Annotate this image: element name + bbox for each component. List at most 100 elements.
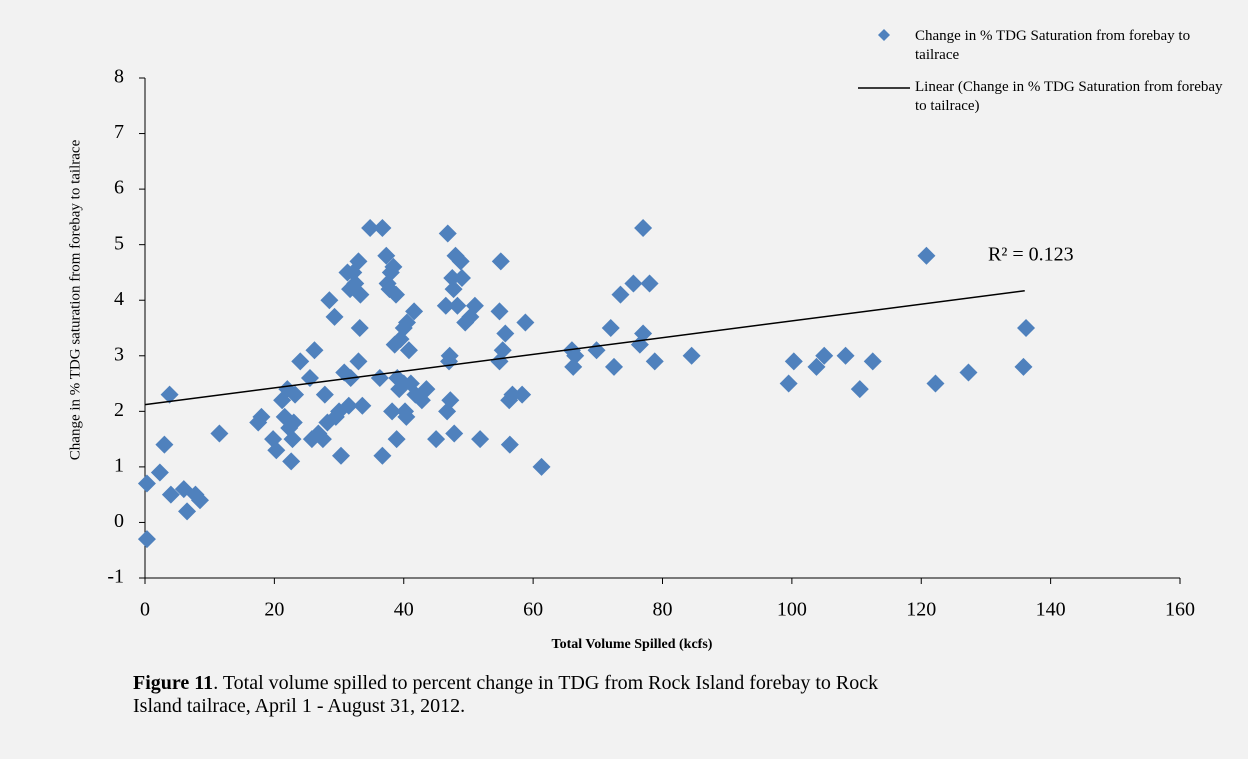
point [566, 346, 585, 365]
x-tick-label: 40 [394, 599, 414, 621]
point [397, 407, 416, 426]
legend-entry: Linear (Change in % TDG Saturation from … [915, 79, 1223, 114]
point [634, 219, 653, 237]
point [353, 396, 372, 415]
point [178, 502, 197, 521]
point [500, 435, 519, 454]
point [601, 319, 620, 337]
y-tick-label: 8 [114, 66, 124, 88]
y-tick-label: 7 [114, 121, 124, 143]
y-tick-label: 6 [114, 177, 124, 199]
y-tick-label: 3 [114, 343, 124, 365]
caption-label: Figure 11 [133, 672, 214, 694]
point [917, 246, 936, 265]
y-tick-label: 4 [114, 288, 124, 310]
caption: Figure 11. Total volume spilled to perce… [133, 672, 893, 718]
point [332, 446, 351, 465]
point [405, 302, 424, 321]
point [190, 491, 209, 510]
point [645, 352, 664, 371]
x-tick-label: 80 [653, 599, 673, 621]
point [373, 219, 392, 237]
point [320, 291, 339, 310]
y-axis-label: Change in % TDG saturation from forebay … [67, 139, 83, 460]
point [283, 430, 302, 449]
point [438, 224, 457, 243]
point [440, 346, 459, 365]
point [436, 296, 455, 315]
point [604, 357, 623, 376]
y-tick-label: -1 [107, 566, 124, 588]
point [471, 430, 490, 449]
x-tick-label: 20 [264, 599, 284, 621]
point [427, 430, 446, 449]
point [807, 357, 826, 376]
point [291, 352, 310, 371]
point [155, 435, 174, 454]
x-tick-label: 60 [523, 599, 543, 621]
point [339, 396, 358, 415]
x-axis-label: Total Volume Spilled (kcfs) [552, 637, 713, 652]
annotation: R² = 0.123 [988, 244, 1074, 266]
point [587, 341, 606, 360]
y-tick-label: 2 [114, 399, 124, 421]
point [313, 430, 332, 449]
point [387, 430, 406, 449]
point [161, 485, 180, 504]
point [1014, 357, 1033, 376]
point [493, 341, 512, 360]
point [441, 391, 460, 410]
point [444, 280, 463, 299]
point [305, 341, 324, 360]
point [836, 346, 855, 365]
point [564, 357, 583, 376]
point [624, 274, 643, 293]
legend-entry: Change in % TDG Saturation from forebay … [915, 28, 1191, 63]
x-tick-label: 160 [1165, 599, 1195, 621]
point [361, 219, 380, 237]
point [503, 385, 522, 404]
point [325, 307, 344, 326]
point [611, 285, 630, 304]
trend-line [144, 290, 1025, 406]
point [926, 374, 945, 393]
point [784, 352, 803, 371]
y-tick-label: 5 [114, 232, 124, 254]
x-tick-label: 120 [906, 599, 936, 621]
point [282, 452, 301, 471]
point [160, 385, 179, 404]
point [397, 313, 416, 332]
point [532, 457, 551, 476]
point [779, 374, 798, 393]
point [959, 363, 978, 382]
point [445, 424, 464, 443]
y-tick-label: 0 [114, 510, 124, 532]
point [465, 296, 484, 315]
y-tick-label: 1 [114, 454, 124, 476]
point [490, 302, 509, 321]
point [815, 346, 834, 365]
caption-text: . Total volume spilled to percent change… [133, 672, 879, 717]
point [634, 324, 653, 343]
x-tick-label: 140 [1036, 599, 1066, 621]
point [496, 324, 515, 343]
point [399, 341, 418, 360]
point [863, 352, 882, 371]
point [315, 385, 334, 404]
point [370, 369, 389, 387]
point [443, 269, 462, 287]
point [516, 313, 535, 332]
point [351, 285, 370, 304]
point [267, 441, 286, 460]
point [1017, 319, 1036, 337]
point [349, 352, 368, 371]
point [373, 446, 392, 465]
point [640, 274, 659, 293]
point [386, 285, 405, 304]
point [377, 246, 396, 265]
point [384, 257, 403, 276]
point [350, 319, 369, 337]
point [349, 252, 368, 271]
